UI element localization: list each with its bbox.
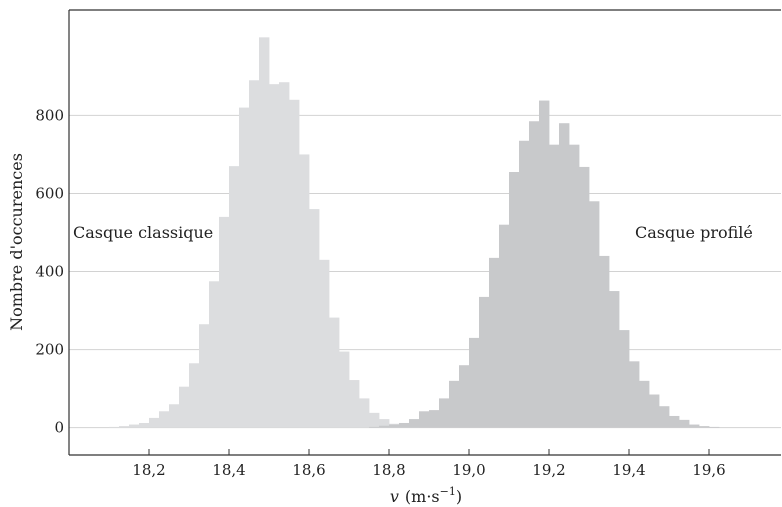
bar-series1-19 [559, 123, 570, 428]
bar-series0-9 [199, 324, 210, 428]
bar-series1-8 [449, 380, 460, 428]
bar-series1-20 [569, 144, 580, 428]
bar-series0-18 [289, 99, 300, 428]
bar-series0-23 [339, 351, 350, 428]
bar-series1-12 [489, 257, 500, 428]
bar-series0-2 [129, 424, 140, 428]
bar-series1-16 [529, 121, 540, 428]
bar-series0-22 [329, 317, 340, 428]
tick-labels: 18,2 18,4 18,6 18,8 19,0 19,2 19,4 19,6 0 200 400 6… [35, 106, 725, 479]
bar-series0-14 [249, 80, 260, 428]
bar-series1-26 [629, 361, 640, 428]
bar-series0-24 [349, 380, 360, 428]
series-label-classique: Casque classique [73, 223, 213, 242]
y-tick-label-2: 400 [35, 263, 64, 281]
bar-series0-13 [239, 107, 250, 428]
bar-series0-19 [299, 154, 310, 428]
y-tick-label-1: 200 [35, 341, 64, 359]
series-label-profile: Casque profilé [635, 223, 753, 242]
bar-series1-32 [689, 424, 700, 428]
bar-series1-10 [469, 337, 480, 428]
bar-series0-15 [259, 37, 270, 428]
x-tick-label-6: 19,4 [612, 461, 645, 479]
bar-series1-21 [579, 166, 590, 428]
bar-series1-33 [699, 426, 710, 428]
bar-series0-12 [229, 166, 240, 428]
histogram-bars [109, 37, 720, 428]
bar-series0-5 [159, 411, 170, 428]
bar-series0-17 [279, 82, 290, 428]
bar-series1-29 [659, 406, 670, 428]
bar-series0-27 [379, 419, 390, 428]
x-axis-close: ) [456, 487, 462, 506]
bar-series1-28 [649, 394, 660, 428]
bar-series1-0 [369, 426, 380, 428]
x-axis-exponent: −1 [440, 485, 456, 498]
y-tick-label-3: 600 [35, 184, 64, 202]
grid-lines [69, 114, 781, 429]
bar-series1-4 [409, 419, 420, 428]
y-axis-label: Nombre d'occurences [7, 153, 26, 331]
bar-series0-1 [119, 426, 130, 428]
y-tick-label-4: 800 [35, 106, 64, 124]
bar-series1-15 [519, 140, 530, 428]
x-tick-label-2: 18,6 [292, 461, 325, 479]
y-tick-label-0: 0 [54, 419, 64, 437]
x-axis-label: v (m·s−1) [390, 485, 462, 506]
x-tick-label-4: 19,0 [452, 461, 485, 479]
bar-series0-0 [109, 426, 120, 428]
bar-series0-3 [139, 422, 150, 428]
bar-series0-21 [319, 259, 330, 428]
x-tick-label-3: 18,8 [372, 461, 405, 479]
bar-series1-7 [439, 398, 450, 428]
bar-series1-1 [379, 425, 390, 428]
bar-series0-6 [169, 404, 180, 428]
x-axis-unit: (m·s [405, 487, 440, 506]
bar-series1-22 [589, 201, 600, 428]
x-tick-label-0: 18,2 [132, 461, 165, 479]
axes [68, 9, 781, 456]
bar-series1-17 [539, 100, 550, 428]
x-tick-label-1: 18,4 [212, 461, 245, 479]
bar-series1-3 [399, 422, 410, 428]
bar-series1-14 [509, 171, 520, 428]
bar-series1-11 [479, 296, 490, 428]
bar-series1-25 [619, 330, 630, 428]
bar-series1-23 [599, 255, 610, 428]
bar-series0-7 [179, 386, 190, 428]
bar-series0-25 [359, 398, 370, 428]
bar-series0-20 [309, 209, 320, 428]
bar-series1-18 [549, 144, 560, 428]
bar-series1-2 [389, 424, 400, 428]
bar-series0-11 [219, 216, 230, 428]
bar-series1-27 [639, 380, 650, 428]
bar-series1-31 [679, 419, 690, 428]
bar-series1-9 [459, 365, 470, 428]
bar-series1-30 [669, 415, 680, 428]
bar-series1-5 [419, 411, 430, 428]
x-axis-variable: v [390, 487, 399, 506]
x-tick-label-7: 19,6 [692, 461, 725, 479]
x-tick-label-5: 19,2 [532, 461, 565, 479]
bar-series1-13 [499, 224, 510, 428]
bar-series0-8 [189, 363, 200, 428]
bar-series0-4 [149, 417, 160, 428]
bar-series0-10 [209, 281, 220, 428]
bar-series1-24 [609, 291, 620, 428]
bar-series1-6 [429, 410, 440, 428]
bar-series1-34 [709, 426, 720, 428]
bar-series0-16 [269, 84, 280, 428]
bar-series0-26 [369, 412, 380, 428]
